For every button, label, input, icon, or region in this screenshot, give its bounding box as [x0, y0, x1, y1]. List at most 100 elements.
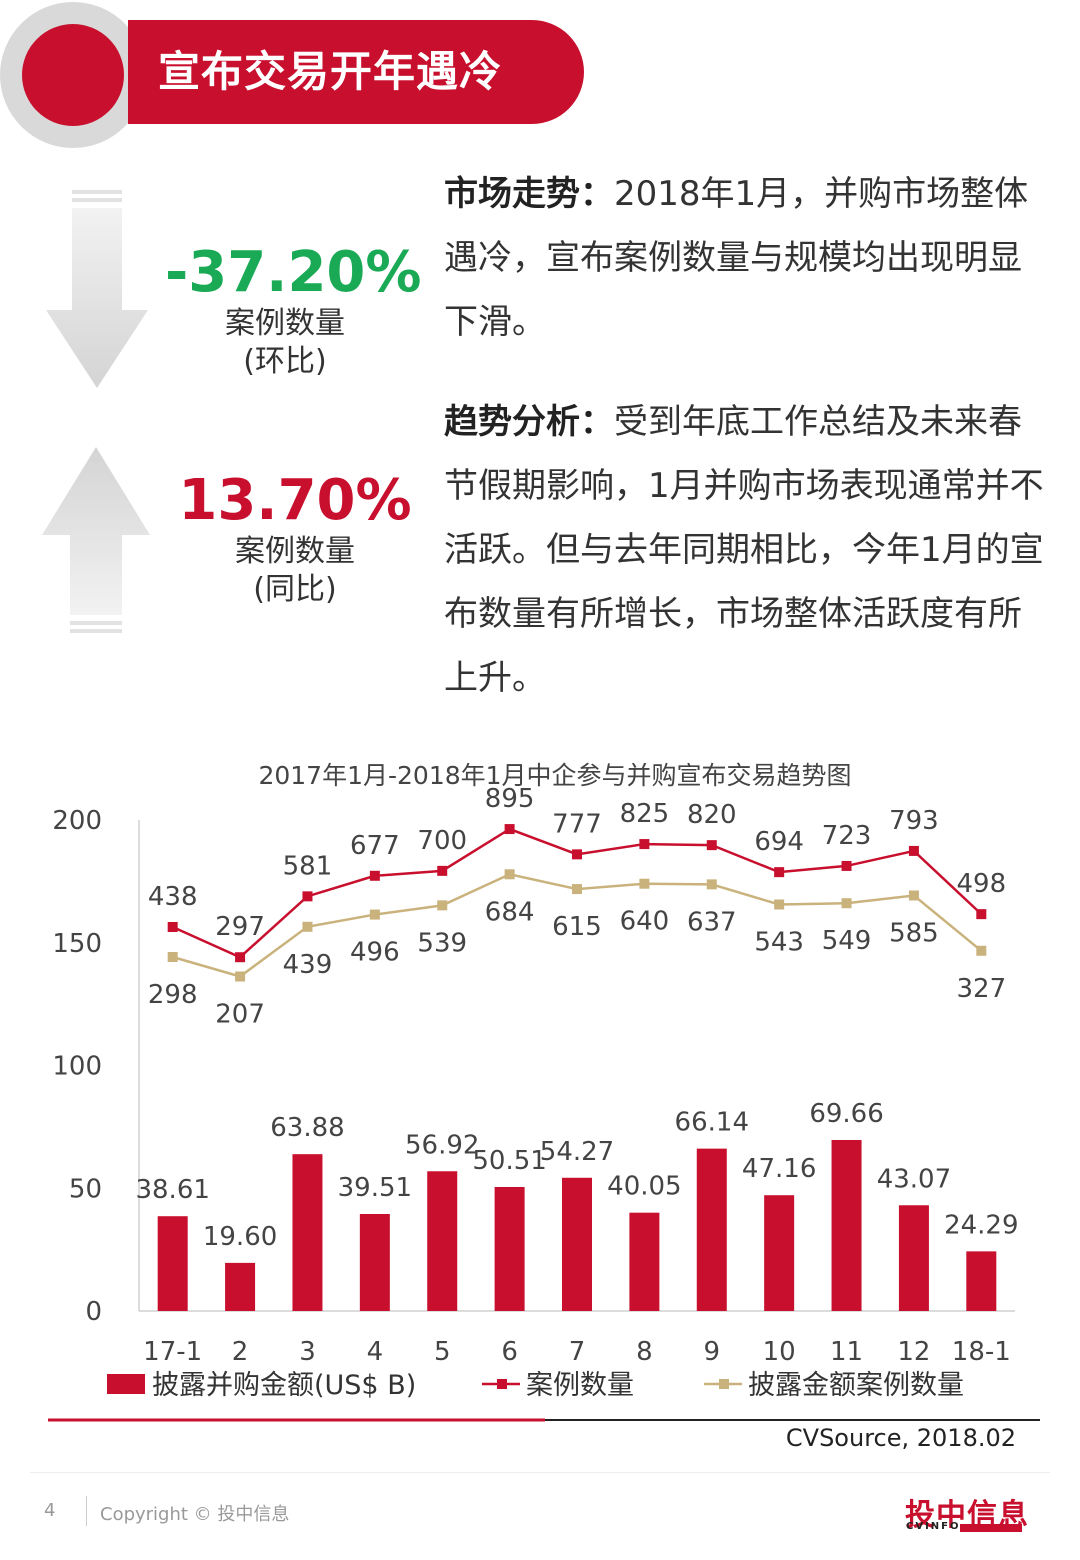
series-point	[437, 900, 448, 911]
x-tick-label: 9	[703, 1337, 720, 1367]
line-data-label: 694	[754, 827, 804, 857]
logo-sub: CVINFO	[906, 1521, 961, 1532]
bar-data-label: 43.07	[877, 1164, 951, 1194]
bar-data-label: 19.60	[203, 1222, 277, 1252]
x-tick-label: 7	[569, 1337, 586, 1367]
header-dot	[22, 24, 124, 126]
bar	[831, 1139, 862, 1311]
chart-title: 2017年1月-2018年1月中企参与并购宣布交易趋势图	[258, 761, 851, 790]
line-data-label: 640	[620, 907, 670, 937]
line-data-label: 825	[620, 799, 670, 829]
page-number: 4	[44, 1500, 56, 1521]
x-tick-label: 8	[636, 1337, 653, 1367]
x-tick-label: 3	[299, 1337, 316, 1367]
logo-bar	[960, 1524, 1022, 1532]
bar-data-label: 63.88	[270, 1113, 344, 1143]
up-arrow-icon	[42, 447, 150, 633]
series-point	[639, 839, 650, 850]
line-data-label: 327	[956, 974, 1006, 1004]
header-bar	[128, 20, 584, 124]
legend-swatch-marker	[497, 1379, 507, 1389]
bar-data-label: 47.16	[742, 1154, 816, 1184]
line-data-label: 585	[889, 919, 939, 949]
bar	[562, 1177, 592, 1311]
trend-body: 2018年1月，并购市场整体遇冷，宣布案例数量与规模均出现明显下滑。	[444, 174, 1029, 342]
x-tick-label: 17-1	[143, 1337, 202, 1367]
line-data-label: 539	[417, 928, 467, 958]
series-point	[369, 870, 380, 881]
line-data-label: 684	[485, 897, 535, 927]
legend-label: 案例数量	[526, 1370, 634, 1401]
series-point	[908, 890, 919, 901]
line-data-label: 637	[687, 907, 737, 937]
bar	[898, 1205, 929, 1311]
series-point	[167, 952, 178, 962]
y-tick-label: 150	[52, 929, 102, 959]
bar	[427, 1171, 458, 1311]
line-data-label: 820	[687, 800, 737, 830]
yoy-sub: (同比)	[253, 572, 337, 607]
series-point	[639, 878, 650, 889]
bar	[359, 1214, 390, 1311]
series-point	[235, 971, 246, 982]
line-data-label: 498	[956, 869, 1006, 899]
legend-label: 披露金额案例数量	[748, 1370, 964, 1401]
line-data-label: 723	[822, 821, 872, 851]
series-point	[504, 869, 515, 880]
bar	[292, 1154, 323, 1311]
bar	[764, 1195, 795, 1311]
bar-data-label: 66.14	[675, 1108, 749, 1138]
copyright: Copyright © 投中信息	[100, 1504, 290, 1525]
line-data-label: 549	[822, 926, 872, 956]
y-tick-label: 200	[52, 806, 102, 836]
line-data-label: 677	[350, 831, 400, 861]
y-tick-label: 100	[52, 1052, 102, 1082]
bar	[696, 1148, 727, 1311]
analysis-heading: 趋势分析：	[444, 402, 614, 442]
series-point	[706, 879, 717, 890]
page-title: 宣布交易开年遇冷	[158, 47, 503, 96]
series-point	[235, 952, 246, 963]
legend-label: 披露并购金额(US$ B)	[152, 1370, 416, 1401]
bar-data-label: 38.61	[135, 1175, 209, 1205]
x-tick-label: 5	[434, 1337, 451, 1367]
line-data-label: 581	[283, 851, 333, 881]
bar-data-label: 69.66	[809, 1099, 883, 1129]
bar-data-label: 50.51	[472, 1146, 546, 1176]
x-tick-label: 6	[501, 1337, 518, 1367]
bar-data-label: 56.92	[405, 1130, 479, 1160]
series-point	[976, 945, 987, 956]
line-data-label: 439	[283, 950, 333, 980]
line-data-label: 297	[215, 912, 265, 942]
bar-data-label: 54.27	[540, 1137, 614, 1167]
line-data-label: 615	[552, 912, 602, 942]
down-arrow-icon	[46, 190, 148, 388]
bar	[494, 1186, 525, 1311]
chart-svg: 2017年1月-2018年1月中企参与并购宣布交易趋势图 20015010050…	[48, 761, 1040, 1422]
bar-data-label: 39.51	[338, 1173, 412, 1203]
line-data-label: 543	[754, 928, 804, 958]
y-tick-label: 50	[69, 1174, 102, 1204]
mom-label: 案例数量	[225, 306, 345, 341]
line-data-label: 496	[350, 938, 400, 968]
x-tick-label: 2	[232, 1337, 249, 1367]
series-point	[167, 922, 178, 932]
x-tick-label: 4	[367, 1337, 384, 1367]
mom-sub: (环比)	[243, 344, 327, 379]
series-point	[504, 824, 515, 835]
legend-swatch-marker	[719, 1379, 729, 1389]
line-data-label: 777	[552, 809, 602, 839]
mom-value: -37.20%	[165, 240, 422, 305]
x-tick-label: 10	[763, 1337, 796, 1367]
series-point	[908, 845, 919, 856]
source-note: CVSource, 2018.02	[785, 1424, 1016, 1452]
series-point	[841, 860, 852, 871]
series-point	[369, 909, 380, 920]
footer-divider	[30, 1472, 1050, 1473]
analysis-paragraph: 趋势分析：受到年底工作总结及未来春节假期影响，1月并购市场表现通常并不活跃。但与…	[444, 390, 1044, 710]
x-tick-label: 11	[830, 1337, 863, 1367]
line-data-label: 700	[417, 826, 467, 856]
series-point	[774, 867, 785, 878]
y-tick-label: 0	[85, 1297, 102, 1327]
series-point	[841, 898, 852, 909]
